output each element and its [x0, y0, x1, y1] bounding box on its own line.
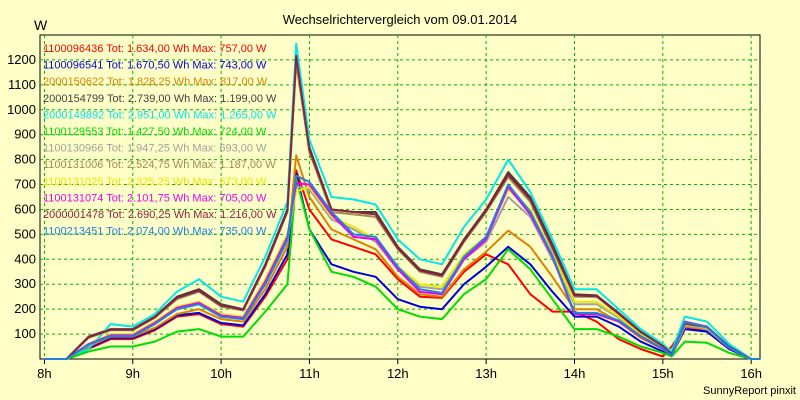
legend-entry-12: 1100213451 Tot: 2.074,00 Wh Max: 735,00 … — [43, 226, 267, 238]
legend-entry-3: 2000150622 Tot: 1.828,25 Wh Max: 817,00 … — [43, 76, 268, 88]
y-axis-ticks: 100 200 300 400 500 600 700 800 900 1000 1100 1200 — [7, 52, 36, 341]
y-tick-label: 400 — [14, 251, 36, 266]
x-axis-ticks: 8h 9h 10h 11h 12h 13h 14h 15h 16h — [37, 359, 762, 381]
y-tick-label: 1000 — [7, 102, 36, 117]
series-line-11 — [44, 54, 760, 360]
legend-entry-8: 1100131006 Tot: 2.524,75 Wh Max: 1.187,0… — [43, 159, 276, 171]
chart-title: Wechselrichtervergleich vom 09.01.2014 — [283, 12, 518, 27]
series-line-12 — [44, 174, 760, 360]
legend-entry-1: 1100096436 Tot: 1.634,00 Wh Max: 757,00 … — [43, 43, 267, 55]
y-tick-label: 900 — [14, 127, 36, 142]
legend-entry-2: 1100096541 Tot: 1.670,50 Wh Max: 743,00 … — [43, 60, 267, 72]
series-lines — [44, 42, 760, 360]
series-line-5 — [44, 42, 760, 360]
footer-credit: SunnyReport pinxit — [703, 385, 796, 397]
grid-lines — [40, 35, 760, 359]
y-tick-label: 100 — [14, 326, 36, 341]
y-tick-label: 1100 — [8, 77, 36, 92]
legend: 1100096436 Tot: 1.634,00 Wh Max: 757,00 … — [43, 43, 277, 238]
y-tick-label: 600 — [14, 201, 36, 216]
series-line-6 — [44, 177, 760, 360]
x-tick-label: 12h — [387, 366, 409, 381]
legend-entry-4: 2000154799 Tot: 2.739,00 Wh Max: 1.199,0… — [43, 93, 277, 105]
legend-entry-11: 2000001478 Tot: 2.690,25 Wh Max: 1.216,0… — [43, 209, 277, 221]
y-tick-label: 800 — [14, 152, 36, 167]
y-tick-label: 700 — [14, 177, 36, 192]
x-tick-label: 15h — [652, 366, 674, 381]
y-tick-label: 500 — [14, 226, 36, 241]
y-axis-label: W — [34, 17, 48, 33]
x-tick-label: 14h — [564, 366, 586, 381]
y-tick-label: 200 — [14, 301, 36, 316]
legend-entry-5: 2000149892 Tot: 2.951,00 Wh Max: 1.265,0… — [43, 109, 277, 121]
legend-entry-7: 1100130966 Tot: 1.947,25 Wh Max: 693,00 … — [43, 143, 267, 155]
legend-entry-6: 1100129553 Tot: 1.427,50 Wh Max: 724,00 … — [43, 126, 267, 138]
x-tick-label: 13h — [475, 366, 497, 381]
x-tick-label: 16h — [740, 366, 762, 381]
legend-entry-10: 1100131074 Tot: 2.101,75 Wh Max: 705,00 … — [43, 192, 267, 204]
x-tick-label: 9h — [126, 366, 140, 381]
legend-entry-9: 1100131025 Tot: 2.325,25 Wh Max: 673,00 … — [43, 176, 267, 188]
series-line-1 — [44, 169, 760, 360]
plot-area — [39, 34, 761, 360]
series-line-2 — [44, 172, 760, 360]
y-tick-label: 300 — [14, 276, 36, 291]
y-tick-label: 1200 — [7, 52, 36, 67]
x-tick-label: 8h — [37, 366, 51, 381]
x-tick-label: 11h — [299, 366, 320, 381]
x-tick-label: 10h — [210, 366, 232, 381]
